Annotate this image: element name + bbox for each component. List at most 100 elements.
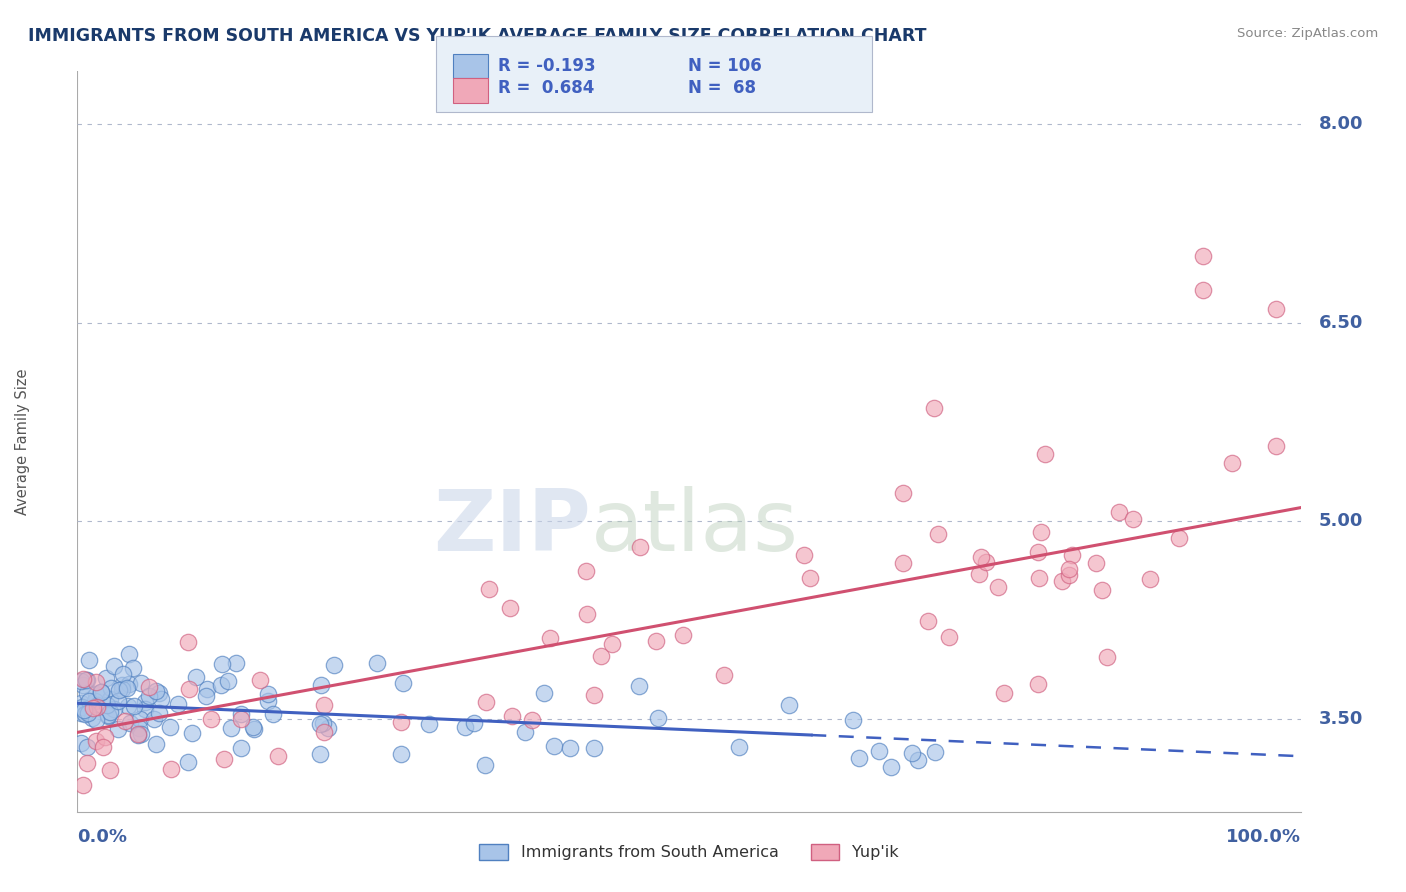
Text: R = -0.193: R = -0.193 [498,57,595,75]
Point [75,673,97,688]
Point [792,549,814,563]
Point [520,713,543,727]
Point [576,607,599,622]
Point [309,716,332,731]
Point [100,681,122,695]
Point [1062,549,1084,563]
Point [538,631,561,645]
Point [533,686,555,700]
Point [501,709,523,723]
Point [129,713,152,727]
Point [70,736,93,750]
Point [127,727,149,741]
Point [922,401,945,416]
Point [128,721,150,735]
Point [148,686,170,700]
Point [72,778,94,792]
Point [180,725,202,739]
Point [976,555,998,569]
Point [138,689,160,703]
Point [478,582,501,596]
Point [799,571,821,585]
Point [1029,524,1052,539]
Point [84,674,107,689]
Point [127,728,149,742]
Point [117,699,139,714]
Point [1122,512,1144,526]
Point [993,686,1015,700]
Point [543,739,565,753]
Point [229,706,252,721]
Point [91,740,114,755]
Point [115,681,138,696]
Point [118,677,141,691]
Point [323,658,346,673]
Point [498,601,520,615]
Point [1264,439,1286,453]
Point [249,673,271,687]
Point [628,541,651,555]
Point [118,647,141,661]
Point [76,673,98,687]
Text: 8.00: 8.00 [1319,115,1364,133]
Text: IMMIGRANTS FROM SOUTH AMERICA VS YUP'IK AVERAGE FAMILY SIZE CORRELATION CHART: IMMIGRANTS FROM SOUTH AMERICA VS YUP'IK … [28,27,927,45]
Point [672,627,695,641]
Point [778,698,800,713]
Point [647,711,669,725]
Point [211,657,233,671]
Point [1026,545,1049,559]
Point [842,713,865,727]
Point [195,689,218,703]
Point [107,722,129,736]
Point [114,714,136,729]
Point [1168,531,1191,545]
Point [111,682,134,697]
Point [389,747,412,762]
Point [217,673,239,688]
Point [76,686,98,700]
Point [256,694,278,708]
Point [1191,249,1213,264]
Point [453,720,475,734]
Text: R =  0.684: R = 0.684 [498,79,595,97]
Point [366,657,388,671]
Point [72,678,94,692]
Point [312,724,335,739]
Point [100,692,122,706]
Point [84,713,107,727]
Text: 6.50: 6.50 [1319,314,1364,332]
Text: Source: ZipAtlas.com: Source: ZipAtlas.com [1237,27,1378,40]
Point [848,751,870,765]
Point [122,699,145,714]
Point [229,712,252,726]
Point [1085,556,1108,570]
Text: atlas: atlas [591,486,799,569]
Point [314,698,336,712]
Point [627,679,650,693]
Point [243,722,266,736]
Point [79,694,101,708]
Text: N =  68: N = 68 [688,79,755,97]
Point [1059,562,1081,576]
Point [267,749,290,764]
Point [149,691,172,706]
Point [389,714,412,729]
Point [134,702,156,716]
Point [600,636,623,650]
Point [97,707,120,722]
Point [907,753,929,767]
Point [142,712,165,726]
Point [513,724,536,739]
Point [560,740,582,755]
Point [80,711,103,725]
Point [98,705,121,719]
Point [309,747,332,761]
Point [891,486,914,500]
Text: 100.0%: 100.0% [1226,828,1301,846]
Point [111,678,134,692]
Point [138,680,160,694]
Point [179,682,201,697]
Point [589,649,612,664]
Point [112,667,135,681]
Point [927,526,949,541]
